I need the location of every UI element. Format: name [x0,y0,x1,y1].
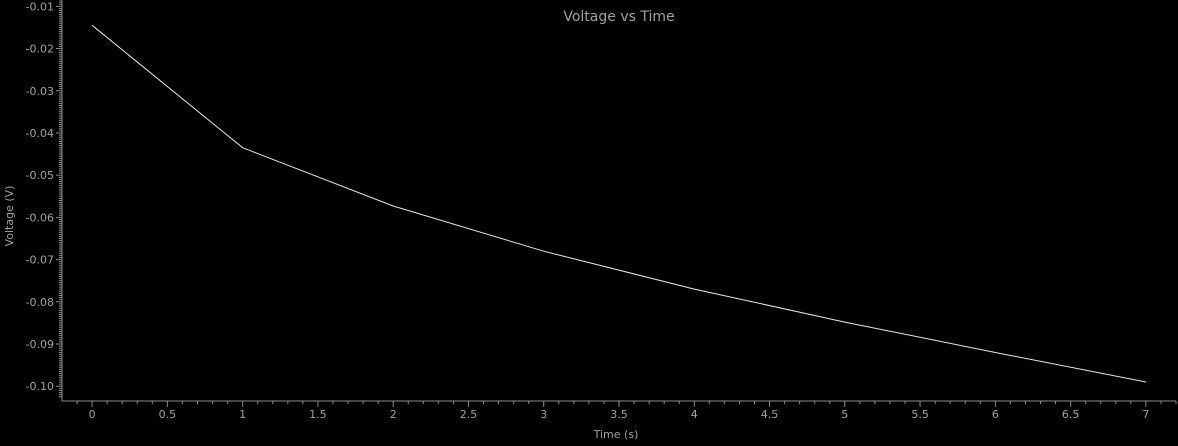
x-tick-label: 3.5 [610,408,628,421]
y-tick-label: -0.04 [26,127,54,140]
x-axis-label: Time (s) [593,428,639,441]
y-axis-ticks: -0.01 -0.02 -0.03 -0.04 -0.05 -0.06 -0.07 -0.08… [26,0,62,398]
x-axis-ticks: 0 0.5 1 1.5 2 2.5 3 3.5 4 4.5 5 5.5 6 6.5 7 [76,401,1177,421]
x-tick-label: 3 [540,408,547,421]
y-tick-label: -0.07 [26,254,54,267]
chart-title: Voltage vs Time [563,9,674,25]
y-tick-label: -0.10 [26,380,54,393]
x-tick-label: 4.5 [761,408,779,421]
y-tick-label: -0.02 [26,43,54,56]
x-tick-label: 7 [1142,408,1149,421]
series-layer [91,24,1146,383]
x-tick-label: 4 [691,408,698,421]
x-tick-label: 2 [390,408,397,421]
y-tick-label: -0.09 [26,338,54,351]
x-tick-label: 1 [239,408,246,421]
y-tick-label: -0.01 [26,0,54,13]
y-tick-label: -0.03 [26,85,54,98]
x-tick-label: 6 [992,408,999,421]
y-tick-label: -0.08 [26,296,54,309]
y-tick-label: -0.06 [26,211,54,224]
x-tick-label: 0 [89,408,96,421]
x-tick-label: 5.5 [911,408,929,421]
x-tick-label: 1.5 [309,408,327,421]
y-axis-label: Voltage (V) [3,186,16,247]
x-tick-label: 6.5 [1062,408,1080,421]
x-tick-label: 2.5 [460,408,478,421]
x-tick-label: 0.5 [159,408,177,421]
x-tick-label: 5 [841,408,848,421]
y-tick-label: -0.05 [26,169,54,182]
series-line [91,24,1146,383]
